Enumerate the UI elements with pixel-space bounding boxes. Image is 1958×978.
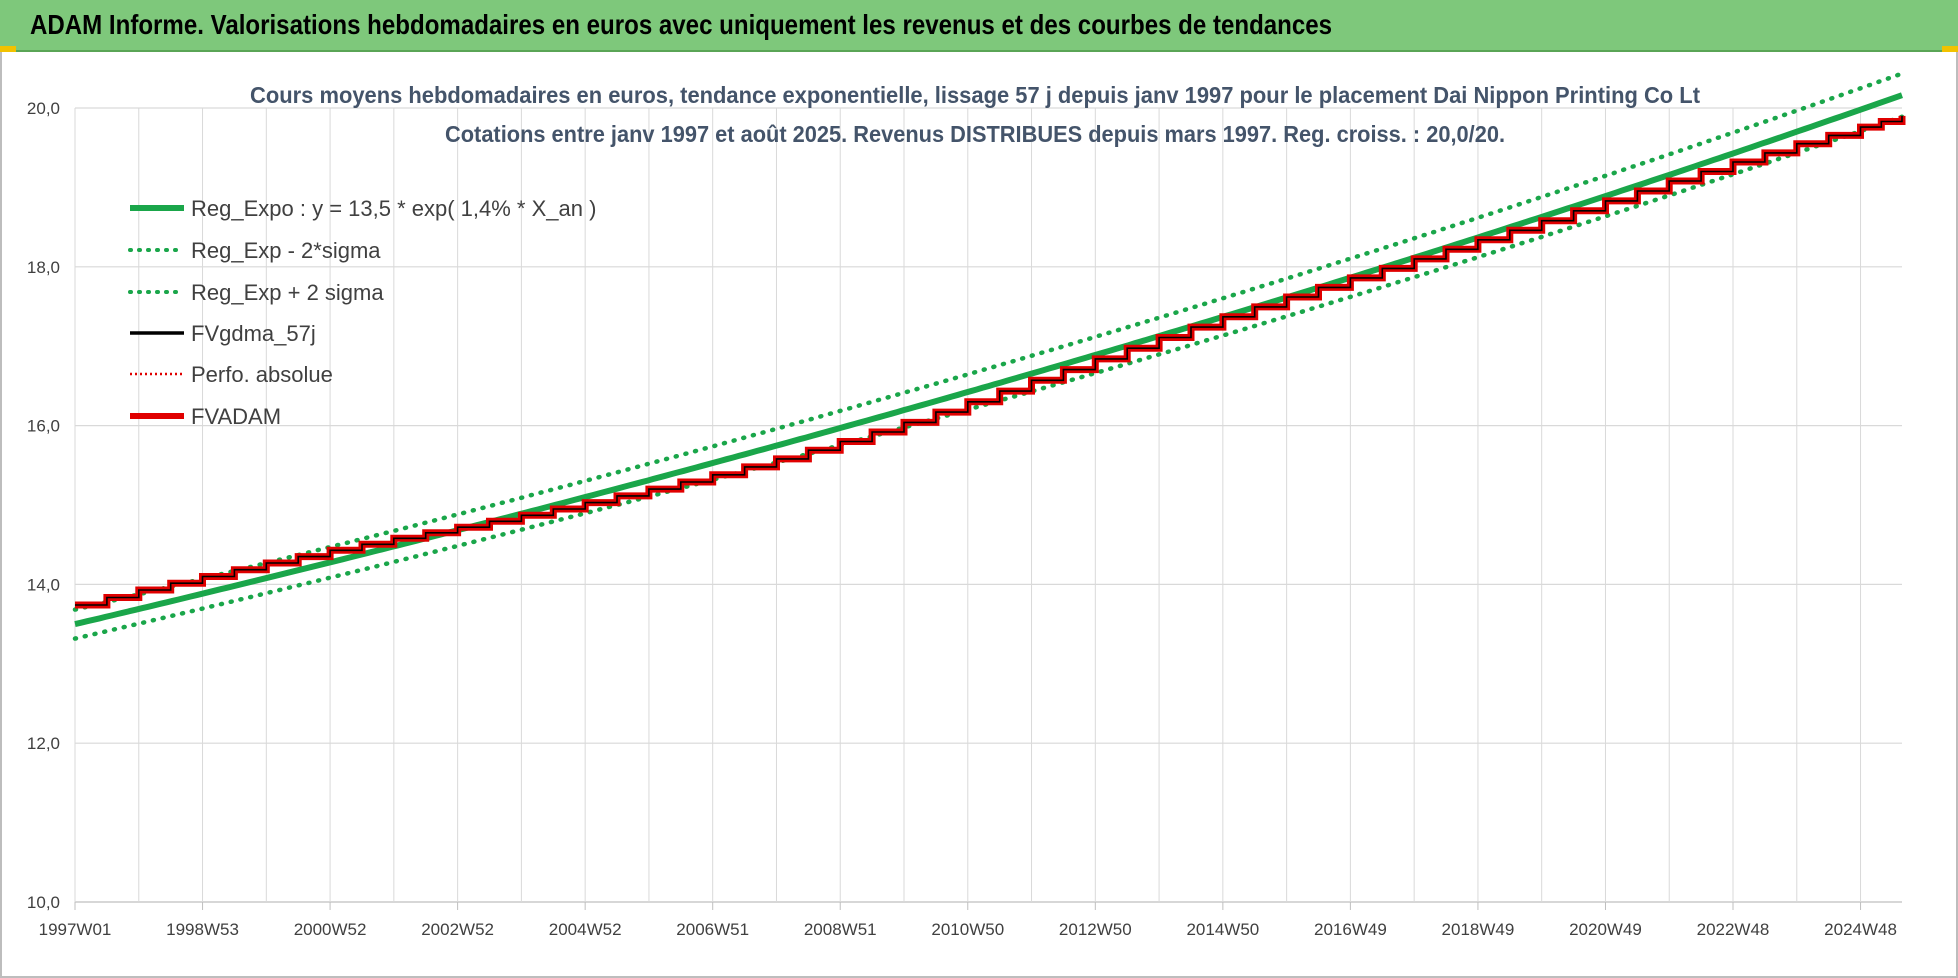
x-tick-label: 2018W49	[1442, 920, 1515, 939]
x-tick-label: 2004W52	[549, 920, 622, 939]
x-tick-label: 2020W49	[1569, 920, 1642, 939]
y-tick-label: 18,0	[27, 258, 60, 277]
series-reg-expo	[74, 92, 1903, 628]
corner-marker-left	[0, 46, 16, 52]
legend-label-5: FVADAM	[191, 404, 281, 429]
series-reg-exp-minus-2sigma	[72, 114, 1905, 641]
chart-legend: Reg_Expo : y = 13,5 * exp( 1,4% * X_an )…	[128, 196, 596, 429]
chart-title-line-1: Cours moyens hebdomadaires en euros, ten…	[250, 82, 1700, 108]
legend-label-2: Reg_Exp + 2 sigma	[191, 280, 384, 305]
legend-label-1: Reg_Exp - 2*sigma	[191, 238, 381, 263]
x-tick-label: 2008W51	[804, 920, 877, 939]
legend-label-4: Perfo. absolue	[191, 362, 333, 387]
report-banner: ADAM Informe. Valorisations hebdomadaire…	[0, 0, 1958, 52]
corner-marker-right	[1942, 46, 1958, 52]
legend-label-0: Reg_Expo : y = 13,5 * exp( 1,4% * X_an )	[191, 196, 596, 221]
y-tick-label: 10,0	[27, 893, 60, 912]
x-tick-label: 2010W50	[931, 920, 1004, 939]
chart-axes: 10,0 12,0 14,0 16,0 18,0 20,0 1997W01 1998W53 20…	[27, 99, 1897, 939]
series-fvgdma-57j	[75, 115, 1903, 606]
chart-title-line-2: Cotations entre janv 1997 et août 2025. …	[445, 121, 1505, 147]
series-reg-exp-plus-2sigma	[72, 71, 1905, 612]
x-tick-label: 2002W52	[421, 920, 494, 939]
x-tick-label: 1998W53	[166, 920, 239, 939]
chart-grid	[74, 107, 1902, 903]
banner-title: ADAM Informe. Valorisations hebdomadaire…	[30, 9, 1333, 40]
y-tick-label: 20,0	[27, 99, 60, 118]
x-tick-label: 2000W52	[294, 920, 367, 939]
y-tick-label: 12,0	[27, 734, 60, 753]
y-tick-label: 14,0	[27, 575, 60, 594]
x-tick-label: 2012W50	[1059, 920, 1132, 939]
x-tick-label: 2006W51	[676, 920, 749, 939]
x-tick-label: 2022W48	[1697, 920, 1770, 939]
chart-series	[72, 71, 1906, 641]
x-tick-label: 2014W50	[1186, 920, 1259, 939]
x-tick-label: 2024W48	[1824, 920, 1897, 939]
y-tick-label: 16,0	[27, 417, 60, 436]
x-tick-label: 1997W01	[39, 920, 112, 939]
legend-label-3: FVgdma_57j	[191, 321, 316, 346]
x-tick-label: 2016W49	[1314, 920, 1387, 939]
chart-area	[0, 52, 1958, 978]
